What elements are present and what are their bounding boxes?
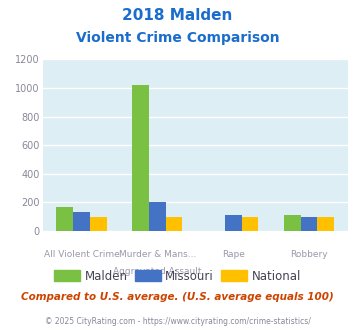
Legend: Malden, Missouri, National: Malden, Missouri, National [49, 265, 306, 287]
Bar [166, 217, 182, 231]
Text: Rape: Rape [222, 250, 245, 259]
Bar [241, 217, 258, 231]
Text: Robbery: Robbery [290, 250, 328, 259]
Text: Aggravated Assault: Aggravated Assault [113, 267, 202, 276]
Bar [284, 214, 301, 231]
Text: Violent Crime Comparison: Violent Crime Comparison [76, 31, 279, 45]
Text: © 2025 CityRating.com - https://www.cityrating.com/crime-statistics/: © 2025 CityRating.com - https://www.city… [45, 317, 310, 326]
Bar [149, 202, 166, 231]
Text: All Violent Crime: All Violent Crime [44, 250, 119, 259]
Text: Murder & Mans...: Murder & Mans... [119, 250, 196, 259]
Bar [132, 85, 149, 231]
Bar [225, 215, 241, 231]
Bar [90, 217, 106, 231]
Text: Compared to U.S. average. (U.S. average equals 100): Compared to U.S. average. (U.S. average … [21, 292, 334, 302]
Bar [73, 212, 90, 231]
Bar [56, 208, 73, 231]
Text: 2018 Malden: 2018 Malden [122, 8, 233, 23]
Bar [317, 217, 334, 231]
Bar [301, 217, 317, 231]
